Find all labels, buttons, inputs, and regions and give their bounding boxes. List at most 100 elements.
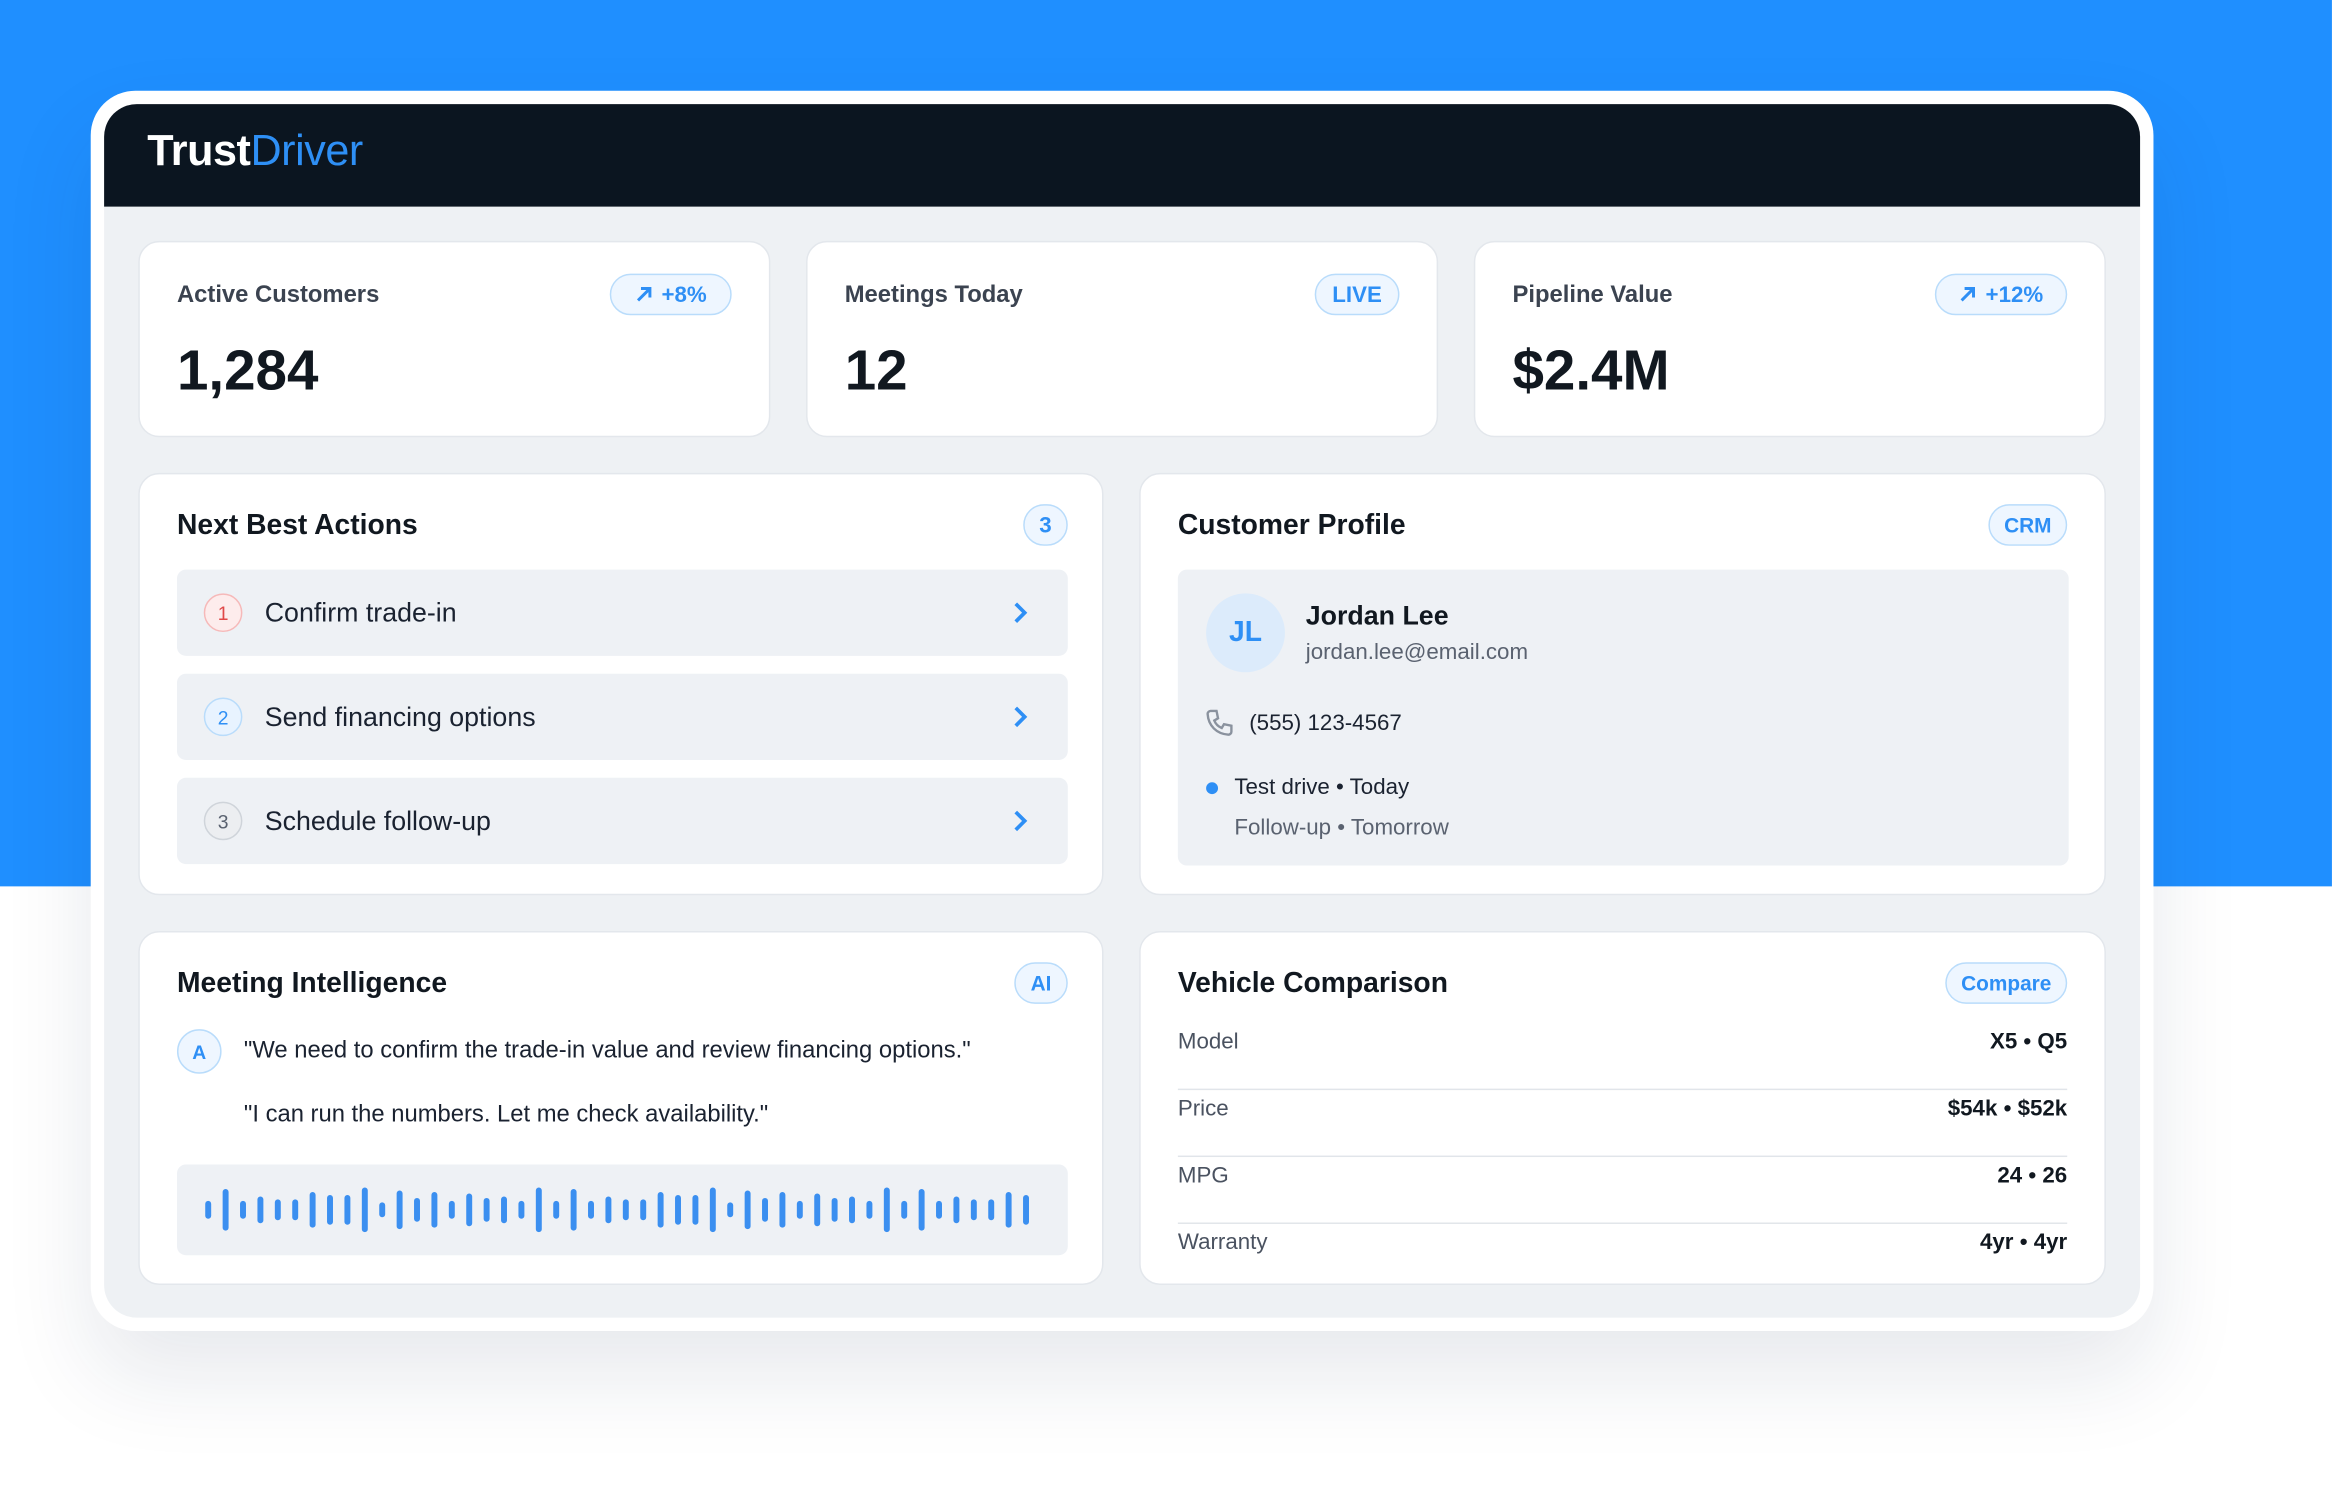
wave-bar: [709, 1187, 716, 1233]
kpi-value: 1,284: [176, 340, 319, 404]
meeting-card: Meeting Intelligence AI A "We need to co…: [138, 930, 1104, 1285]
wave-bar: [274, 1199, 281, 1221]
customer-phone[interactable]: (555) 123-4567: [1249, 710, 1402, 737]
kpi-badge: +8%: [609, 273, 732, 316]
comparison-row: MPG 24 • 26: [1177, 1156, 2068, 1224]
wave-bar: [675, 1194, 681, 1225]
wave-bar: [448, 1200, 455, 1219]
customer-email[interactable]: jordan.lee@email.com: [1305, 639, 1529, 665]
status-dot: [1206, 782, 1219, 795]
wave-bar: [692, 1194, 699, 1225]
wave-bar: [414, 1197, 420, 1222]
wave-bar: [205, 1200, 212, 1219]
trend-icon: [1960, 287, 1976, 302]
wave-bar: [1023, 1194, 1029, 1225]
wave-bar: [866, 1200, 873, 1219]
wave-bar: [222, 1189, 229, 1231]
wave-bar: [918, 1189, 925, 1231]
wave-bar: [657, 1191, 664, 1228]
wave-bar: [344, 1194, 351, 1225]
row-label: Warranty: [1177, 1229, 1268, 1256]
kpi-card: Active Customers +8% 1,284: [138, 240, 771, 438]
row-label: Price: [1177, 1096, 1229, 1122]
waveform: [176, 1164, 1068, 1256]
kpi-label: Pipeline Value: [1512, 282, 1673, 308]
card-title: Customer Profile: [1177, 510, 1406, 542]
row-value: 4yr • 4yr: [1979, 1229, 2068, 1256]
kpi-card: Meetings Today LIVE 12: [806, 240, 1439, 438]
schedule-item: Follow-up • Tomorrow: [1234, 814, 1449, 841]
action-label: Schedule follow-up: [264, 806, 491, 836]
wave-bar: [396, 1190, 403, 1230]
wave-bar: [431, 1191, 438, 1228]
badge-text: 3: [1039, 512, 1052, 538]
brand[interactable]: TrustDriver: [147, 128, 363, 177]
wave-bar: [622, 1199, 629, 1221]
action-label: Confirm trade-in: [264, 597, 457, 628]
card-title: Meeting Intelligence: [176, 968, 448, 1000]
badge-text: Compare: [1961, 971, 2052, 995]
badge-text: +8%: [661, 281, 707, 308]
wave-bar: [744, 1190, 751, 1230]
comparison-row: Model X5 • Q5: [1177, 1022, 2068, 1091]
wave-bar: [640, 1199, 647, 1221]
comparison-card: Vehicle Comparison Compare Model X5 • Q5 …: [1139, 930, 2106, 1285]
phone-icon: [1206, 709, 1233, 736]
chevron: [1014, 602, 1028, 623]
wave-bar: [831, 1197, 838, 1222]
chevron: [1014, 706, 1028, 728]
wave-bar: [309, 1191, 316, 1228]
wave-bar: [327, 1194, 333, 1225]
action-item[interactable]: 2 Send financing options: [176, 673, 1068, 760]
action-number: 3: [203, 801, 243, 841]
wave-bar: [605, 1196, 612, 1224]
row-value: $54k • $52k: [1947, 1096, 2068, 1122]
row-value: 24 • 26: [1997, 1162, 2068, 1189]
wave-bar: [796, 1200, 803, 1219]
badge-text: LIVE: [1332, 281, 1382, 308]
badge-text: +12%: [1985, 281, 2044, 308]
compare-badge[interactable]: Compare: [1945, 962, 2068, 1004]
card-title: Next Best Actions: [176, 510, 418, 542]
wave-bar: [936, 1200, 942, 1219]
avatar: JL: [1206, 593, 1285, 673]
wave-bar: [849, 1196, 855, 1224]
profile-panel: JL Jordan Lee jordan.lee@email.com (555)…: [1177, 569, 2069, 866]
row-label: MPG: [1177, 1162, 1229, 1189]
brand-accent: Driver: [250, 127, 363, 176]
wave-bar: [518, 1200, 525, 1219]
chevron: [1014, 810, 1028, 832]
transcript-line: "I can run the numbers. Let me check ava…: [243, 1102, 769, 1128]
comparison-row: Warranty 4yr • 4yr: [1178, 1222, 2067, 1289]
action-item[interactable]: 1 Confirm trade-in: [176, 569, 1068, 656]
profile-card: Customer Profile CRM JL Jordan Lee jorda…: [1139, 472, 2106, 896]
wave-bar: [883, 1187, 890, 1233]
action-number: 2: [203, 697, 243, 737]
comparison-row: Price $54k • $52k: [1177, 1089, 2068, 1158]
action-item[interactable]: 3 Schedule follow-up: [176, 777, 1068, 865]
wave-bar: [779, 1191, 786, 1228]
wave-bar: [483, 1197, 490, 1222]
kpi-label: Active Customers: [176, 282, 380, 308]
kpi-value: $2.4M: [1512, 340, 1670, 404]
wave-bar: [727, 1202, 734, 1218]
wave-bar: [901, 1200, 908, 1219]
transcript-line: "We need to confirm the trade-in value a…: [243, 1038, 971, 1064]
top-bar: [104, 104, 2141, 207]
wave-bar: [535, 1187, 542, 1233]
speaker-avatar: A: [176, 1029, 222, 1074]
brand-primary: Trust: [147, 127, 251, 176]
kpi-badge: LIVE: [1314, 273, 1400, 316]
badge-text: AI: [1030, 971, 1052, 995]
wave-bar: [588, 1200, 594, 1219]
wave-bar: [953, 1196, 960, 1224]
wave-bar: [553, 1200, 560, 1219]
kpi-badge: +12%: [1934, 273, 2068, 316]
wave-bar: [1005, 1191, 1012, 1228]
action-label: Send financing options: [264, 701, 536, 732]
row-value: X5 • Q5: [1989, 1029, 2068, 1055]
row-label: Model: [1177, 1029, 1239, 1055]
wave-bar: [501, 1196, 507, 1224]
